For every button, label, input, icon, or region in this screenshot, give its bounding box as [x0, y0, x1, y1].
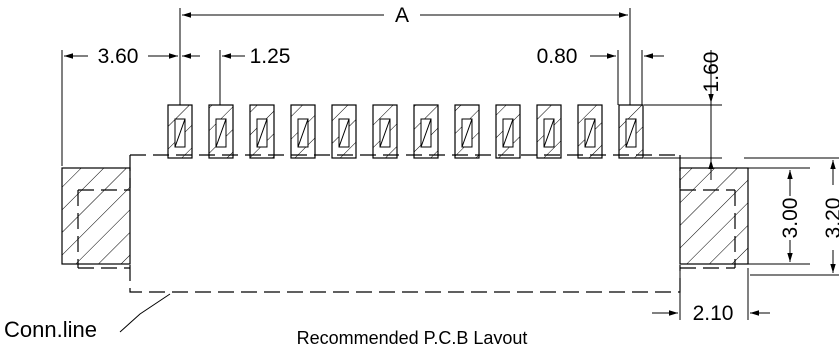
signal-pad	[618, 104, 644, 159]
signal-pad	[372, 104, 398, 159]
dimension-side-pad-width-label: 2.10	[693, 302, 734, 325]
dimension-pad-width-label: 0.80	[537, 45, 578, 68]
dimension-side-pad-outer: 3.20	[744, 157, 839, 276]
connector-outline	[77, 154, 736, 293]
signal-pads	[167, 104, 644, 159]
signal-pad	[167, 104, 193, 159]
signal-pad	[413, 104, 439, 159]
signal-pad	[208, 104, 234, 159]
dimension-edge-offset-label: 3.60	[98, 45, 139, 68]
connector-line-label: Conn.line	[4, 317, 97, 342]
dimension-a-label: A	[395, 4, 409, 27]
connector-line-callout: Conn.line	[4, 293, 171, 342]
side-pad-left	[61, 167, 131, 265]
signal-pad	[331, 104, 357, 159]
dimension-pad-length-label: 1.60	[700, 52, 723, 93]
signal-pad	[495, 104, 521, 159]
signal-pad	[290, 104, 316, 159]
dimension-side-pad-outer-label: 3.20	[822, 198, 839, 239]
signal-pad	[577, 104, 603, 159]
dimension-pitch: 1.25	[182, 45, 290, 105]
signal-pad	[249, 104, 275, 159]
dimension-a: A	[179, 4, 631, 105]
dimension-edge-offset: 3.60	[61, 45, 178, 166]
dimension-side-pad-inner: 3.00	[748, 167, 810, 265]
dimension-pad-length: 1.60	[644, 50, 723, 180]
side-pad-right	[679, 167, 749, 265]
dimension-pitch-label: 1.25	[250, 45, 291, 68]
signal-pad	[454, 104, 480, 159]
dimension-side-pad-inner-label: 3.00	[779, 198, 802, 239]
dimension-side-pad-width: 2.10	[652, 268, 770, 325]
layout-caption: Recommended P.C.B Layout	[297, 328, 528, 344]
signal-pad	[536, 104, 562, 159]
dimension-pad-width: 0.80	[537, 45, 664, 105]
